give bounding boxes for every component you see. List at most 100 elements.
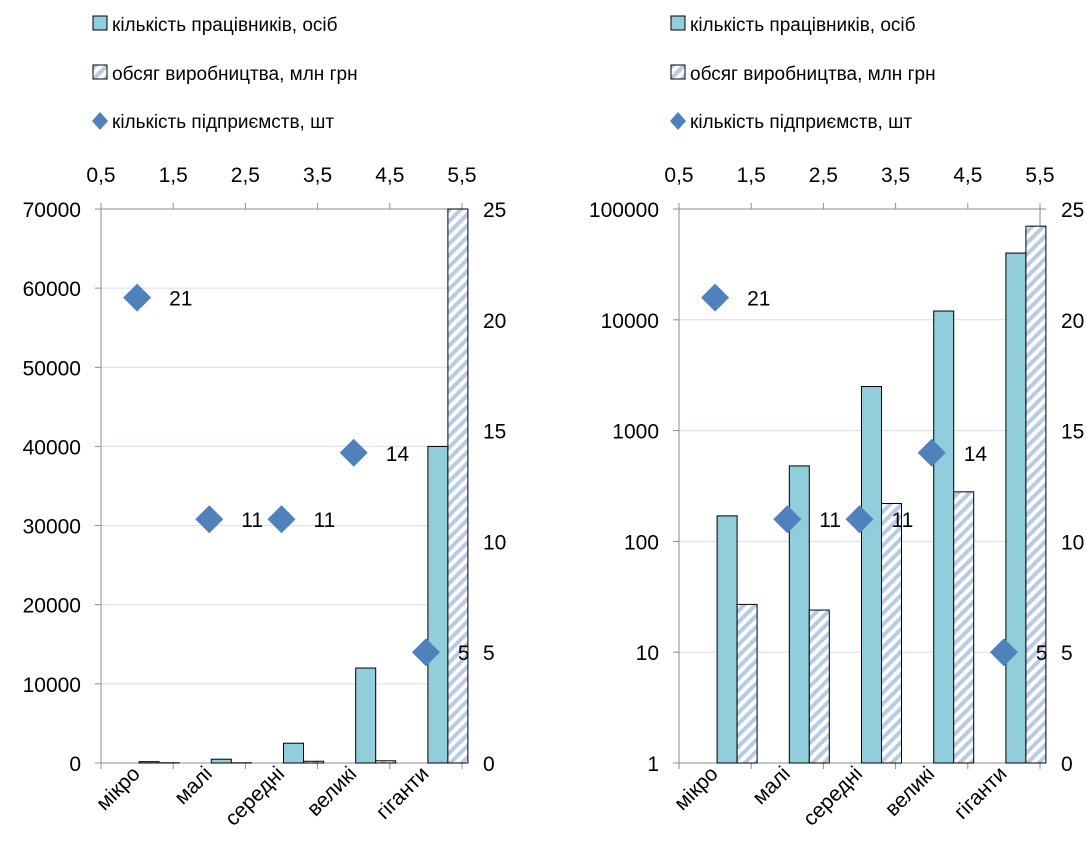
enterprise-data-label: 14 bbox=[386, 443, 410, 466]
legend-item-0: кількість працівників, осіб bbox=[670, 15, 916, 36]
legend-swatch-production bbox=[92, 64, 108, 80]
category-label: великі bbox=[303, 762, 362, 821]
enterprise-marker bbox=[267, 505, 296, 534]
right-tick-label: 15 bbox=[1061, 421, 1084, 444]
enterprise-data-label: 14 bbox=[964, 443, 988, 466]
legend-item-2: кількість підприємств, шт bbox=[92, 112, 334, 133]
enterprise-marker bbox=[411, 638, 440, 667]
right-tick-label: 25 bbox=[483, 199, 506, 222]
legend-item-1: обсяг виробництва, млн грн bbox=[670, 64, 936, 85]
enterprise-data-label: 21 bbox=[747, 288, 770, 311]
right-tick-label: 25 bbox=[1061, 199, 1084, 222]
enterprise-data-label: 11 bbox=[819, 509, 841, 532]
enterprise-marker bbox=[339, 438, 368, 467]
right-tick-label: 20 bbox=[1061, 310, 1084, 333]
legend-swatch-enterprises bbox=[92, 112, 108, 130]
bar-production bbox=[953, 491, 975, 764]
top-tick-label: 1,5 bbox=[159, 164, 188, 187]
bar-employees bbox=[210, 758, 232, 764]
left-tick-label: 20000 bbox=[23, 595, 81, 618]
left-tick-label: 100000 bbox=[589, 199, 659, 222]
legend-item-1: обсяг виробництва, млн грн bbox=[92, 64, 358, 85]
left-tick-label: 30000 bbox=[23, 516, 81, 539]
category-label: гіганти bbox=[950, 762, 1012, 824]
enterprise-marker bbox=[123, 283, 152, 312]
legend-swatch-employees bbox=[670, 15, 686, 31]
bar-production bbox=[808, 609, 830, 764]
legend-label: кількість підприємств, шт bbox=[690, 112, 912, 133]
category-label: великі bbox=[881, 762, 940, 821]
right-tick-label: 20 bbox=[483, 310, 506, 333]
left-tick-label: 1000 bbox=[612, 421, 659, 444]
top-tick-label: 0,5 bbox=[86, 164, 115, 187]
left-tick-label: 0 bbox=[69, 753, 81, 776]
top-tick-label: 5,5 bbox=[1025, 164, 1054, 187]
top-tick-label: 2,5 bbox=[809, 164, 838, 187]
bar-production bbox=[375, 760, 397, 764]
enterprise-data-label: 11 bbox=[241, 509, 263, 532]
left-tick-label: 70000 bbox=[23, 199, 81, 222]
bar-employees bbox=[1005, 252, 1027, 764]
enterprise-data-label: 5 bbox=[458, 642, 470, 665]
right-tick-label: 0 bbox=[483, 753, 495, 776]
left-tick-label: 10 bbox=[636, 642, 659, 665]
top-tick-label: 4,5 bbox=[953, 164, 982, 187]
legend-swatch-enterprises bbox=[670, 112, 686, 130]
left-tick-label: 100 bbox=[624, 531, 659, 554]
right-tick-label: 5 bbox=[1061, 642, 1073, 665]
enterprise-data-label: 5 bbox=[1036, 642, 1048, 665]
top-tick-label: 3,5 bbox=[881, 164, 910, 187]
enterprise-data-label: 11 bbox=[314, 509, 336, 532]
category-label: гіганти bbox=[372, 762, 434, 824]
legend-item-0: кількість працівників, осіб bbox=[92, 15, 338, 36]
bar-employees bbox=[427, 445, 449, 764]
legend-label: кількість підприємств, шт bbox=[112, 112, 334, 133]
log-scale-chart: кількість працівників, осіб обсяг виробни… bbox=[589, 15, 1084, 831]
legend-item-2: кількість підприємств, шт bbox=[670, 112, 912, 133]
bar-production bbox=[447, 208, 469, 764]
linear-scale-chart: кількість працівників, осіб обсяг виробни… bbox=[23, 15, 507, 831]
bar-employees bbox=[138, 761, 160, 764]
top-tick-label: 4,5 bbox=[375, 164, 404, 187]
legend-label: кількість працівників, осіб bbox=[690, 15, 916, 36]
top-tick-label: 3,5 bbox=[303, 164, 332, 187]
right-tick-label: 0 bbox=[1061, 753, 1073, 776]
bar-production bbox=[1025, 225, 1047, 764]
category-label: малі bbox=[748, 762, 795, 809]
bar-production bbox=[881, 502, 902, 764]
bar-production bbox=[736, 603, 758, 764]
top-tick-label: 1,5 bbox=[737, 164, 766, 187]
bar-employees bbox=[355, 667, 377, 764]
top-tick-label: 5,5 bbox=[447, 164, 476, 187]
category-label: середні bbox=[799, 762, 867, 830]
right-tick-label: 10 bbox=[1061, 531, 1084, 554]
left-tick-label: 50000 bbox=[23, 357, 81, 380]
legend-label: обсяг виробництва, млн грн bbox=[112, 64, 358, 85]
top-tick-label: 0,5 bbox=[664, 164, 693, 187]
top-tick-label: 2,5 bbox=[231, 164, 260, 187]
right-tick-label: 10 bbox=[483, 531, 506, 554]
left-tick-label: 40000 bbox=[23, 436, 81, 459]
category-label: малі bbox=[170, 762, 217, 809]
enterprise-marker bbox=[917, 438, 946, 467]
left-tick-label: 10000 bbox=[23, 674, 81, 697]
bar-employees bbox=[861, 386, 882, 764]
right-tick-label: 5 bbox=[483, 642, 495, 665]
legend-label: обсяг виробництва, млн грн bbox=[690, 64, 936, 85]
enterprise-data-label: 21 bbox=[169, 288, 192, 311]
legend-label: кількість працівників, осіб bbox=[112, 15, 338, 36]
enterprise-data-label: 11 bbox=[892, 509, 914, 532]
left-tick-label: 10000 bbox=[601, 310, 659, 333]
category-label: мікро bbox=[92, 762, 145, 815]
left-tick-label: 1 bbox=[647, 753, 659, 776]
legend-swatch-employees bbox=[92, 15, 108, 31]
bar-employees bbox=[716, 515, 738, 764]
enterprise-marker bbox=[845, 505, 874, 534]
right-tick-label: 15 bbox=[483, 421, 506, 444]
category-label: середні bbox=[221, 762, 289, 830]
bar-employees bbox=[283, 742, 304, 764]
bar-employees bbox=[933, 310, 955, 764]
category-label: мікро bbox=[670, 762, 723, 815]
bar-production bbox=[303, 760, 324, 764]
